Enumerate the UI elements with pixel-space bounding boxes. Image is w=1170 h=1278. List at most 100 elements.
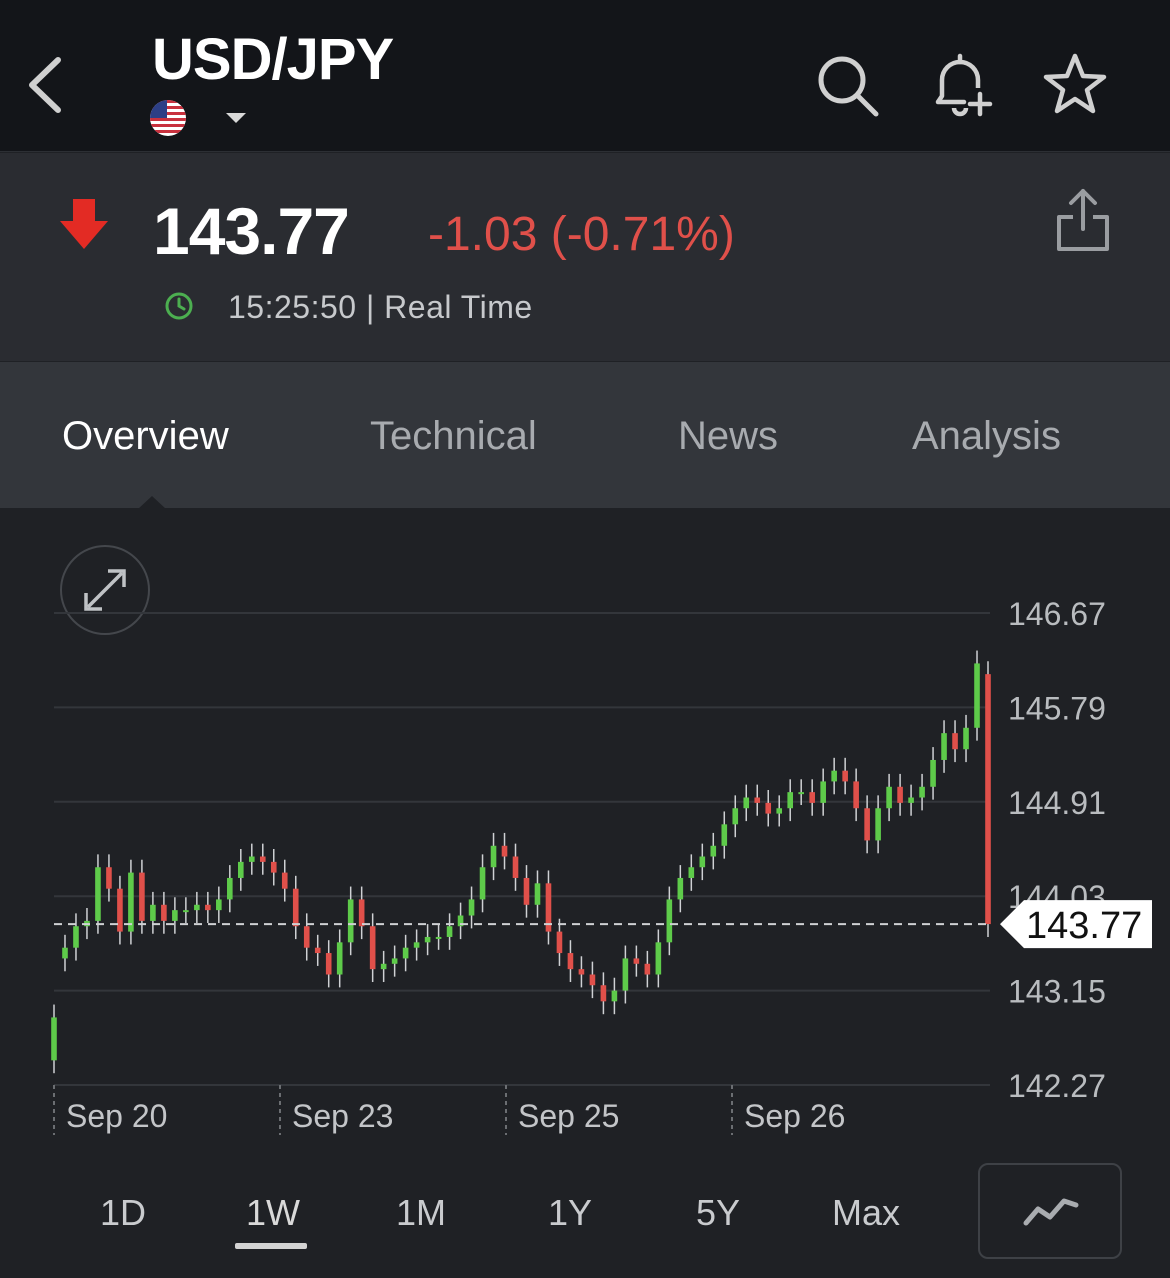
candle-body [677,877,684,900]
candle-body [974,663,980,728]
candle-body [600,985,607,1002]
candle-body [490,845,497,868]
candle-body [743,797,750,809]
top-bar: USD/JPY [0,0,1170,152]
candle-body [435,936,442,939]
candle-body [820,781,826,803]
candle-body [798,792,804,795]
candle-body [128,872,134,932]
candle-body [930,759,936,787]
tab-technical[interactable]: Technical [370,414,537,458]
range-max[interactable]: Max [832,1192,901,1233]
candle-body [952,733,958,750]
star-icon[interactable] [1042,52,1108,118]
candle-body [150,904,156,921]
candle-body [95,867,101,921]
candle-body [875,808,881,841]
candle-body [358,899,365,927]
candle-body [194,904,200,911]
chevron-left-icon[interactable] [22,50,72,120]
candle-body [238,861,244,878]
candle-body [183,910,189,913]
chart-type-button[interactable] [978,1163,1122,1259]
candle-body [710,845,717,857]
range-1w[interactable]: 1W [246,1192,300,1233]
x-tick-label: Sep 23 [292,1098,393,1134]
arrow-down-icon [60,199,108,249]
candle-body [468,899,475,916]
candle-body [281,872,288,889]
candle-body [919,786,925,798]
candle-body [567,953,574,970]
candle-body [633,958,640,964]
tab-overview[interactable]: Overview [62,414,229,458]
candle-body [73,926,79,948]
share-icon[interactable] [1055,187,1111,253]
candle-body [270,861,277,873]
chart-area [0,508,1170,1278]
candle-body [380,963,387,970]
candle-body [479,867,486,900]
candle-body [688,867,695,878]
candle-body [897,786,903,803]
candle-body [216,899,222,911]
x-tick-label: Sep 26 [744,1098,845,1134]
candle-body [765,802,772,814]
candle-body [325,953,332,975]
candle-body [161,904,167,921]
search-icon[interactable] [814,52,880,118]
line-chart-icon [1023,1198,1079,1226]
candle-body [457,915,464,927]
expand-button[interactable] [60,545,150,635]
tab-news[interactable]: News [678,414,779,458]
candle-body [864,808,870,841]
candle-body [139,872,145,921]
y-tick-label: 144.91 [1008,785,1106,821]
range-5y[interactable]: 5Y [696,1192,741,1233]
quote-time: 15:25:50 | Real Time [228,289,533,325]
tab-bar: Overview Technical News Analysis [0,362,1170,508]
current-price: 143.77 [153,194,350,268]
candle-body [776,808,783,814]
candle-body [545,883,552,932]
candle-body [963,727,969,750]
caret-down-icon[interactable] [226,113,246,123]
candle-body [831,770,837,782]
candle-body [853,781,859,809]
candle-body [754,797,761,803]
tab-analysis[interactable]: Analysis [912,414,1061,458]
candle-body [292,888,299,927]
quote-panel: 143.77 -1.03 (-0.71%) 15:25:50 | Real Ti… [0,153,1170,361]
candle-body [248,856,255,862]
candle-body [369,926,376,970]
candle-body [51,1017,57,1061]
x-tick-label: Sep 25 [518,1098,619,1134]
candle-body [578,969,585,975]
candle-body [314,947,321,954]
y-tick-label: 143.15 [1008,974,1106,1010]
active-range-indicator [235,1243,307,1249]
candle-body [941,733,947,760]
candle-body [117,888,123,932]
range-1m[interactable]: 1M [396,1192,447,1233]
candle-body [523,877,530,905]
candle-body [556,931,563,954]
bell-plus-icon[interactable] [928,52,994,118]
candle-body [589,974,596,986]
candle-body [106,867,112,889]
candle-body [842,770,848,782]
page-title: USD/JPY [152,27,394,92]
last-price-label: 143.77 [1026,905,1142,947]
range-1d[interactable]: 1D [100,1192,147,1233]
price-change: -1.03 (-0.71%) [428,208,735,261]
candle-body [336,942,343,975]
candle-body [512,856,519,878]
candle-body [655,942,662,975]
candle-body [402,947,409,959]
candle-body [413,942,420,948]
candle-body [908,797,914,803]
candle-body [501,845,508,857]
candle-body [534,883,541,905]
range-1y[interactable]: 1Y [548,1192,593,1233]
